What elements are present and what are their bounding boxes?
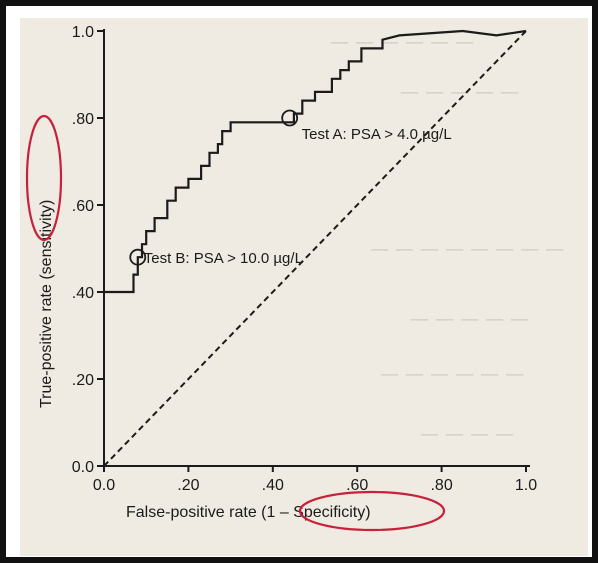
- svg-text:— — — — — —: — — — — — —: [380, 363, 524, 385]
- x-tick-label: 1.0: [515, 477, 537, 494]
- ylabel-highlight-circle: [25, 114, 63, 242]
- test-b-marker: [129, 248, 147, 266]
- axes: [103, 29, 530, 467]
- svg-text:— — — — —: — — — — —: [410, 308, 529, 330]
- svg-text:— — — —: — — — —: [420, 423, 514, 445]
- y-tick-label: .60: [72, 198, 94, 215]
- x-tick-label: .40: [262, 477, 284, 494]
- x-tick-label: 0.0: [93, 477, 115, 494]
- x-ticks: 0.0 .20 .40 .60 .80 1.0: [93, 466, 537, 494]
- svg-text:— — — — —: — — — — —: [400, 81, 519, 103]
- y-ticks: 0.0 .20 .40 .60 .80 1.0: [72, 24, 104, 476]
- svg-text:— — — — — — — —: — — — — — — — —: [370, 238, 564, 260]
- y-tick-label: .80: [72, 111, 94, 128]
- y-tick-label: 0.0: [72, 459, 94, 476]
- y-axis-title: True-positive rate (sensitivity): [38, 200, 55, 408]
- x-tick-label: .60: [346, 477, 368, 494]
- x-tick-label: .80: [430, 477, 452, 494]
- roc-curve-line: [104, 29, 527, 294]
- y-tick-label: .20: [72, 372, 94, 389]
- series-layer: [103, 29, 527, 467]
- x-tick-label: .20: [177, 477, 199, 494]
- y-tick-label: 1.0: [72, 24, 94, 41]
- test-b-label: Test B: PSA > 10.0 µg/L: [144, 250, 303, 267]
- test-a-marker: [281, 109, 299, 127]
- y-tick-label: .40: [72, 285, 94, 302]
- reference-diagonal-line: [103, 30, 527, 467]
- bleed-through-texture: — — — — — — — — — — — — — — — — — — — — …: [330, 31, 564, 445]
- test-a-label: Test A: PSA > 4.0 µg/L: [302, 126, 452, 143]
- xlabel-highlight-circle: [298, 490, 446, 532]
- annotation-layer: Test A: PSA > 4.0 µg/L Test B: PSA > 10.0…: [129, 109, 452, 267]
- x-axis-title: False-positive rate (1 – Specificity): [126, 504, 371, 521]
